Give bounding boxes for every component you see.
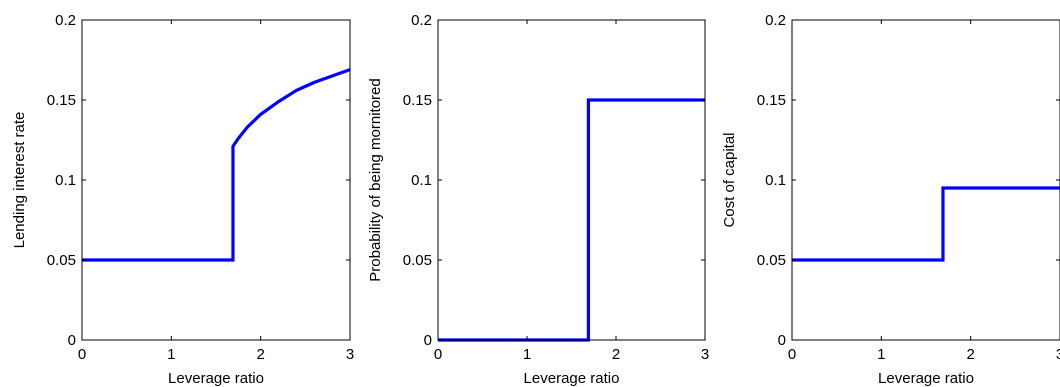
x-tick-label: 0 [788, 346, 796, 363]
y-tick-label: 0.1 [411, 172, 432, 189]
x-tick-label: 1 [523, 346, 531, 363]
series-line [792, 186, 1060, 262]
subplot-cost-of-capital: 0 1 2 3 0 0.05 0.1 0.15 0.2 Leverage ratio Cost… [721, 12, 1060, 387]
y-tick-label: 0 [778, 332, 786, 349]
y-tick-label: 0.1 [55, 172, 76, 189]
series-line [82, 68, 351, 262]
y-tick-label: 0.2 [55, 12, 76, 29]
axes-frame [437, 19, 706, 341]
y-tick-label: 0.05 [47, 252, 76, 269]
y-tick-label: 0.2 [765, 12, 786, 29]
series-line [438, 98, 705, 342]
axes-frame [791, 19, 1060, 341]
x-tick-label: 3 [346, 346, 354, 363]
x-tick-label: 2 [966, 346, 974, 363]
y-tick-label: 0 [68, 332, 76, 349]
x-tick-label: 0 [78, 346, 86, 363]
x-tick-label: 2 [256, 346, 264, 363]
y-axis-label: Cost of capital [721, 132, 738, 227]
y-axis-label: Lending interest rate [11, 112, 28, 249]
x-tick-label: 1 [167, 346, 175, 363]
axes-frame [81, 19, 351, 341]
subplot-probability-monitored: 0 1 2 3 0 0.05 0.1 0.15 0.2 Leverage ratio Prob… [367, 12, 709, 387]
x-axis-label: Leverage ratio [524, 370, 620, 387]
x-axis-label: Leverage ratio [168, 370, 264, 387]
x-axis-label: Leverage ratio [878, 370, 974, 387]
y-tick-label: 0.15 [47, 92, 76, 109]
subplot-lending-interest-rate: 0 1 2 3 0 0.05 0.1 0.15 0.2 Leverage ratio Lend… [11, 12, 354, 387]
y-tick-label: 0.2 [411, 12, 432, 29]
y-tick-label: 0.15 [757, 92, 786, 109]
y-axis-label: Probability of being mornitored [367, 78, 384, 281]
x-tick-label: 2 [612, 346, 620, 363]
y-tick-label: 0 [424, 332, 432, 349]
x-tick-label: 0 [434, 346, 442, 363]
y-tick-label: 0.1 [765, 172, 786, 189]
x-tick-label: 3 [701, 346, 709, 363]
x-tick-label: 3 [1056, 346, 1060, 363]
y-tick-label: 0.15 [403, 92, 432, 109]
y-tick-label: 0.05 [757, 252, 786, 269]
y-tick-label: 0.05 [403, 252, 432, 269]
x-tick-label: 1 [877, 346, 885, 363]
